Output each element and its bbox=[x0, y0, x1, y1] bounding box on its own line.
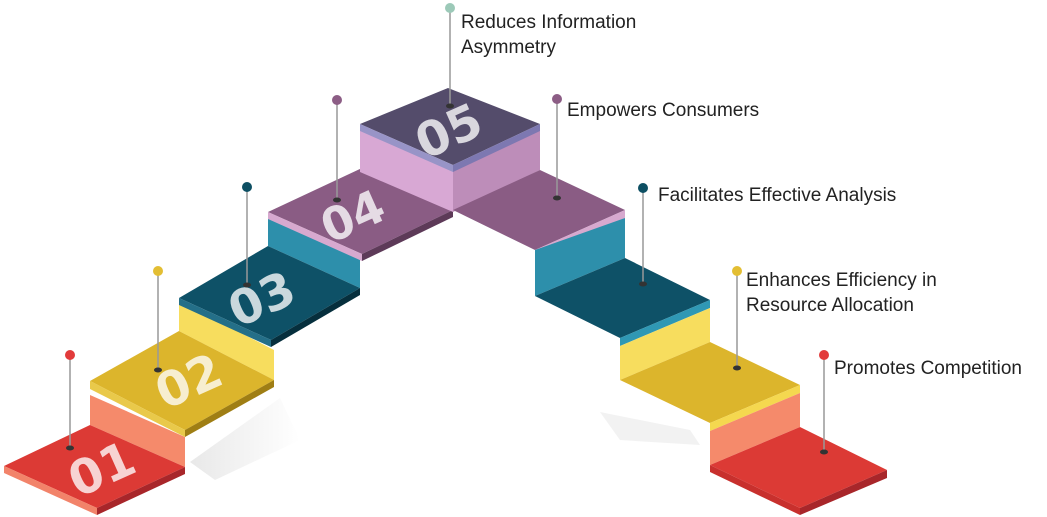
pin-top-05 bbox=[445, 3, 455, 13]
right-step-02 bbox=[620, 308, 800, 431]
label-step-01: Promotes Competition bbox=[834, 356, 1022, 381]
label-step-02: Enhances Efficiency in Resource Allocati… bbox=[746, 268, 937, 318]
top-step-05: 05 bbox=[360, 88, 540, 212]
pin-right-01 bbox=[819, 350, 829, 360]
left-step-01: 01 bbox=[4, 395, 185, 515]
label-step-02-line-1: Enhances Efficiency in bbox=[746, 270, 937, 291]
right-step-03 bbox=[535, 218, 710, 346]
label-step-04-line-1: Empowers Consumers bbox=[567, 100, 760, 121]
label-step-05-line-1: Reduces Information bbox=[461, 12, 637, 33]
label-step-01-line-1: Promotes Competition bbox=[834, 358, 1022, 379]
pin-right-03 bbox=[638, 183, 648, 193]
left-step-03: 03 bbox=[179, 216, 360, 347]
label-step-03: Facilitates Effective Analysis bbox=[658, 183, 896, 208]
pin-right-04 bbox=[552, 94, 562, 104]
left-step-04: 04 bbox=[268, 168, 453, 261]
pin-left-01 bbox=[65, 350, 75, 360]
right-step-01 bbox=[710, 393, 887, 515]
pin-left-03 bbox=[242, 182, 252, 192]
label-step-02-line-2: Resource Allocation bbox=[746, 295, 914, 316]
label-step-05: Reduces Information Asymmetry bbox=[461, 10, 636, 60]
label-step-05-line-2: Asymmetry bbox=[461, 37, 556, 58]
pin-left-02 bbox=[153, 266, 163, 276]
right-pins bbox=[445, 3, 829, 455]
label-step-03-line-1: Facilitates Effective Analysis bbox=[658, 185, 897, 206]
label-step-04: Empowers Consumers bbox=[567, 98, 759, 123]
pin-left-04 bbox=[332, 95, 342, 105]
left-pins bbox=[65, 95, 342, 451]
left-step-02: 02 bbox=[90, 301, 274, 437]
pin-right-02 bbox=[732, 266, 742, 276]
